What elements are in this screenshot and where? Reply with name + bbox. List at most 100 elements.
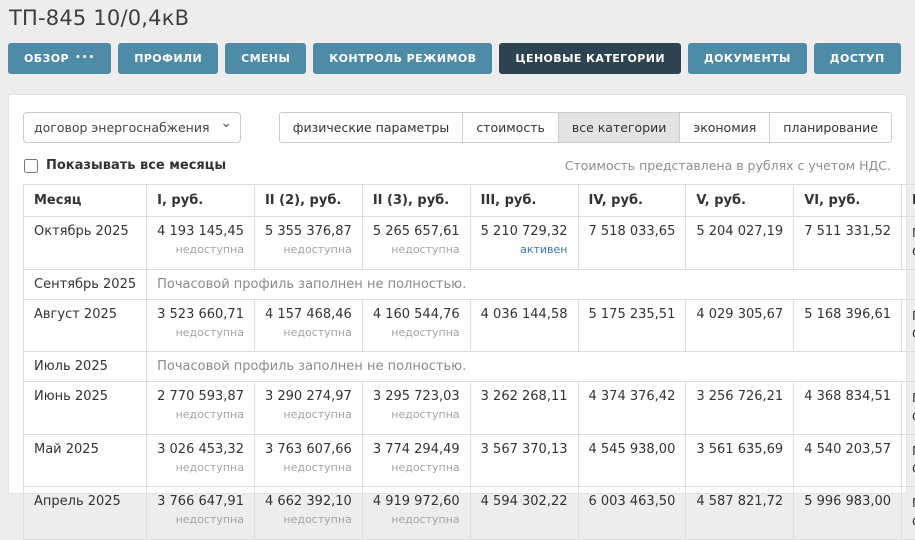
price-value: 3 766 647,91 xyxy=(157,494,244,509)
price-value: 4 545 938,00 xyxy=(589,442,676,457)
status-unavailable: недоступна xyxy=(265,243,352,256)
price-value: 5 210 729,32 xyxy=(481,224,568,239)
price-value: 5 996 983,00 xyxy=(804,494,891,509)
more-dots-icon[interactable]: ••• xyxy=(75,54,95,63)
tab-profiles[interactable]: ПРОФИЛИ xyxy=(118,43,218,74)
price-cell: 7 518 033,65 xyxy=(578,217,686,270)
price-cell: 3 256 726,21 xyxy=(686,382,794,435)
price-value: 5 355 376,87 xyxy=(265,224,352,239)
price-cell: 7 511 331,52 xyxy=(794,217,902,270)
price-value: 4 374 376,42 xyxy=(589,389,676,404)
panel-controls: договор энергоснабжения (сумма) ⌄ физиче… xyxy=(23,112,892,143)
tab-label: ОБЗОР xyxy=(24,53,69,64)
status-unavailable: недоступна xyxy=(157,326,244,339)
contract-select[interactable]: договор энергоснабжения (сумма) xyxy=(23,112,241,143)
tab-access[interactable]: ДОСТУП xyxy=(814,43,901,74)
price-cell: 5 204 027,19 xyxy=(686,217,794,270)
price-cell: 4 545 938,00 xyxy=(578,434,686,487)
show-all-months-text: Показывать все месяцы xyxy=(46,158,226,173)
price-cell: 3 561 635,69 xyxy=(686,434,794,487)
view-tab-cost[interactable]: стоимость xyxy=(462,112,559,143)
page-title: ТП-845 10/0,4кВ xyxy=(9,6,903,30)
price-value: 4 193 145,45 xyxy=(157,224,244,239)
status-unavailable: недоступна xyxy=(373,243,460,256)
price-value: 3 774 294,49 xyxy=(373,442,460,457)
tab-shifts[interactable]: СМЕНЫ xyxy=(225,43,306,74)
price-value: 4 587 821,72 xyxy=(696,494,783,509)
column-header: Месяц xyxy=(24,185,147,217)
price-value: 4 160 544,76 xyxy=(373,307,460,322)
tab-documents[interactable]: ДОКУМЕНТЫ xyxy=(688,43,807,74)
column-header: VI, руб. xyxy=(794,185,902,217)
status-unavailable: недоступна xyxy=(373,513,460,526)
contract-select-wrap: договор энергоснабжения (сумма) ⌄ xyxy=(23,112,241,143)
price-value: 3 567 370,13 xyxy=(481,442,568,457)
price-value: 4 540 203,57 xyxy=(804,442,891,457)
params-cell: ПАО "ТНС энерго НН"СН2, От 670 кВт до 10… xyxy=(902,217,915,270)
profile-message-cell: Почасовой профиль заполнен не полностью. xyxy=(147,352,915,382)
month-cell: Июль 2025 xyxy=(24,352,147,382)
panel-subrow: Показывать все месяцы Стоимость представ… xyxy=(24,158,891,173)
tab-label: КОНТРОЛЬ РЕЖИМОВ xyxy=(329,53,476,64)
main-tabs: ОБЗОР ••• ПРОФИЛИ СМЕНЫ КОНТРОЛЬ РЕЖИМОВ ЦЕНО… xyxy=(8,43,915,74)
price-cell: 3 774 294,49 недоступна xyxy=(362,434,470,487)
status-unavailable: недоступна xyxy=(265,408,352,421)
status-unavailable: недоступна xyxy=(373,326,460,339)
view-tab-planning[interactable]: планирование xyxy=(769,112,892,143)
column-header: IV, руб. xyxy=(578,185,686,217)
price-cell: 3 567 370,13 xyxy=(470,434,578,487)
price-value: 7 511 331,52 xyxy=(804,224,891,239)
price-cell: 6 003 463,50 xyxy=(578,487,686,540)
price-value: 5 168 396,61 xyxy=(804,307,891,322)
tab-mode-control[interactable]: КОНТРОЛЬ РЕЖИМОВ xyxy=(313,43,492,74)
price-cell: 3 262 268,11 xyxy=(470,382,578,435)
tab-price-categories[interactable]: ЦЕНОВЫЕ КАТЕГОРИИ xyxy=(499,43,681,74)
tab-overview[interactable]: ОБЗОР ••• xyxy=(8,43,111,74)
tab-label: ДОКУМЕНТЫ xyxy=(704,53,791,64)
price-cell: 4 160 544,76 недоступна xyxy=(362,299,470,352)
params-cell: ПАО "ТНС энерго НН"СН2, От 670 кВт до 10… xyxy=(902,382,915,435)
show-all-months-label[interactable]: Показывать все месяцы xyxy=(24,158,226,173)
price-cell: 4 368 834,51 xyxy=(794,382,902,435)
view-tab-all-categories[interactable]: все категории xyxy=(558,112,680,143)
tab-label: ЦЕНОВЫЕ КАТЕГОРИИ xyxy=(515,53,665,64)
price-cell: 5 210 729,32 активен xyxy=(470,217,578,270)
status-unavailable: недоступна xyxy=(265,326,352,339)
params-cell: ПАО "ТНС энерго НН"СН2, От 670 кВт до 10… xyxy=(902,299,915,352)
price-cell: 4 594 302,22 xyxy=(470,487,578,540)
price-value: 4 662 392,10 xyxy=(265,494,352,509)
show-all-months-checkbox[interactable] xyxy=(24,159,38,173)
view-tab-physical-params[interactable]: физические параметры xyxy=(279,112,464,143)
view-tab-economy[interactable]: экономия xyxy=(679,112,770,143)
status-unavailable: недоступна xyxy=(157,243,244,256)
price-cell: 4 374 376,42 xyxy=(578,382,686,435)
tab-label: СМЕНЫ xyxy=(241,53,290,64)
price-value: 2 770 593,87 xyxy=(157,389,244,404)
month-cell: Октябрь 2025 xyxy=(24,217,147,270)
column-header: V, руб. xyxy=(686,185,794,217)
price-value: 4 368 834,51 xyxy=(804,389,891,404)
status-unavailable: недоступна xyxy=(373,461,460,474)
status-active-link[interactable]: активен xyxy=(481,243,568,256)
price-value: 5 175 235,51 xyxy=(589,307,676,322)
price-value: 3 763 607,66 xyxy=(265,442,352,457)
column-header: Параметры xyxy=(902,185,915,217)
price-value: 4 036 144,58 xyxy=(481,307,568,322)
params-cell: ПАО "ТНС энерго НН"СН2, От 670 кВт до 10… xyxy=(902,434,915,487)
